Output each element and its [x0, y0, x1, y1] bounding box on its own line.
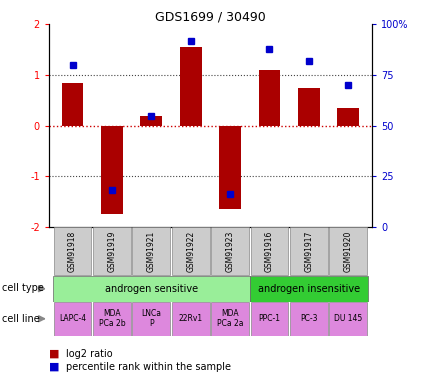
Text: GSM91922: GSM91922: [186, 231, 195, 272]
Bar: [298, 88, 320, 126]
Text: LNCa
P: LNCa P: [141, 309, 162, 328]
Bar: [101, 126, 123, 214]
Text: GSM91918: GSM91918: [68, 231, 77, 272]
Bar: [290, 302, 328, 336]
Text: GSM91919: GSM91919: [108, 231, 116, 272]
Text: GSM91917: GSM91917: [304, 231, 313, 272]
Bar: [219, 126, 241, 209]
Bar: [329, 227, 367, 275]
Bar: [211, 227, 249, 275]
Bar: [251, 302, 289, 336]
Text: cell type: cell type: [2, 283, 44, 293]
Bar: [180, 47, 201, 126]
Bar: [329, 302, 367, 336]
Bar: [132, 302, 170, 336]
Text: GSM91916: GSM91916: [265, 231, 274, 272]
Text: androgen insensitive: androgen insensitive: [258, 284, 360, 294]
Bar: [250, 276, 368, 302]
Text: ■: ■: [49, 362, 60, 372]
Text: GSM91921: GSM91921: [147, 231, 156, 272]
Text: PC-3: PC-3: [300, 314, 317, 323]
Text: MDA
PCa 2b: MDA PCa 2b: [99, 309, 125, 328]
Bar: [337, 108, 359, 126]
Text: LAPC-4: LAPC-4: [59, 314, 86, 323]
Text: MDA
PCa 2a: MDA PCa 2a: [217, 309, 244, 328]
Text: GSM91920: GSM91920: [344, 231, 353, 272]
Text: PPC-1: PPC-1: [258, 314, 280, 323]
Text: 22Rv1: 22Rv1: [178, 314, 203, 323]
Bar: [93, 302, 131, 336]
Text: percentile rank within the sample: percentile rank within the sample: [66, 362, 231, 372]
Bar: [259, 70, 280, 126]
Bar: [62, 82, 83, 126]
Bar: [140, 116, 162, 126]
Text: cell line: cell line: [2, 314, 40, 324]
Text: DU 145: DU 145: [334, 314, 363, 323]
Text: ■: ■: [49, 349, 60, 358]
Bar: [172, 302, 210, 336]
Bar: [132, 227, 170, 275]
Bar: [211, 302, 249, 336]
Bar: [53, 276, 250, 302]
Text: androgen sensitive: androgen sensitive: [105, 284, 198, 294]
Text: log2 ratio: log2 ratio: [66, 349, 113, 358]
Bar: [54, 302, 91, 336]
Bar: [54, 227, 91, 275]
Bar: [251, 227, 289, 275]
Title: GDS1699 / 30490: GDS1699 / 30490: [155, 10, 266, 23]
Text: GSM91923: GSM91923: [226, 231, 235, 272]
Bar: [290, 227, 328, 275]
Bar: [172, 227, 210, 275]
Bar: [93, 227, 131, 275]
